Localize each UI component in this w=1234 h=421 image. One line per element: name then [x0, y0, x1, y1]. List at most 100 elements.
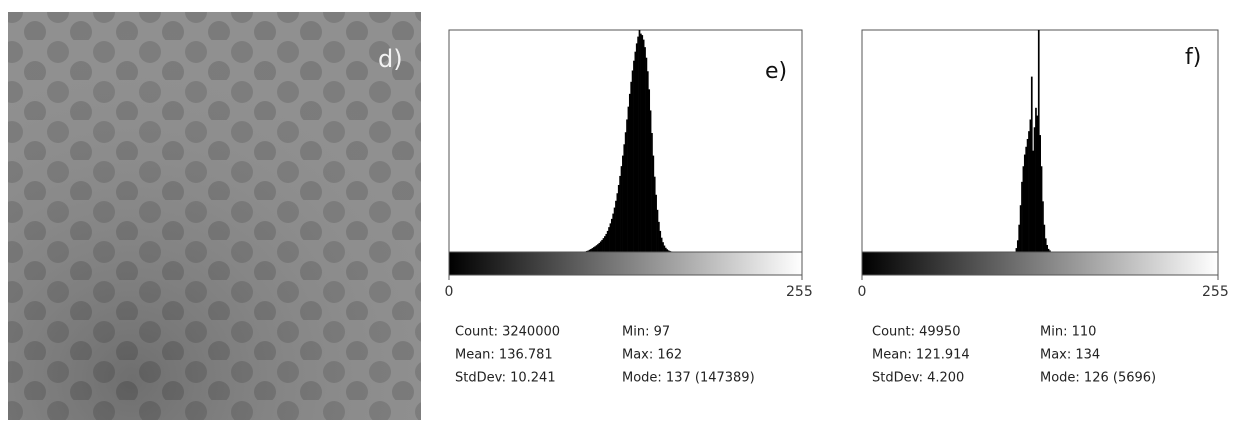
histogram-bar	[590, 248, 592, 252]
histogram-bar	[633, 60, 635, 253]
histogram-bar	[645, 57, 648, 252]
histogram-bar	[1019, 205, 1022, 252]
histogram-bar	[1029, 119, 1032, 252]
gray-ramp	[861, 251, 1219, 276]
histogram-bar	[586, 250, 588, 252]
histogram-bar	[1043, 224, 1046, 252]
histogram-bar	[1025, 146, 1028, 252]
statistic: Count: 3240000	[455, 325, 560, 340]
histogram-bar	[620, 166, 623, 252]
gray-ramp	[448, 251, 803, 276]
histogram-bar	[1016, 240, 1019, 252]
histogram-bar	[653, 176, 656, 252]
histogram-bar	[1022, 166, 1025, 252]
panel-label: d)	[378, 45, 403, 73]
histogram-bar	[616, 193, 619, 252]
histogram-bar	[1023, 154, 1026, 252]
histogram-bar	[627, 106, 630, 253]
statistic: Min: 110	[1040, 325, 1096, 340]
histogram-bar	[612, 213, 615, 252]
histogram-bar	[615, 200, 617, 252]
panel-label: e)	[765, 59, 787, 84]
histogram-bar	[617, 184, 620, 252]
statistic: Count: 49950	[872, 325, 960, 340]
histogram-bar	[641, 35, 644, 253]
histogram-bar	[1049, 250, 1051, 252]
histogram-bar	[663, 245, 666, 252]
histogram-bar	[623, 144, 626, 252]
histogram-bar	[604, 236, 606, 252]
x-tick-label: 0	[858, 284, 867, 300]
histogram-bar	[637, 36, 639, 252]
statistic: StdDev: 4.200	[872, 371, 964, 386]
histogram-bar	[630, 81, 633, 253]
histogram-bar	[640, 33, 642, 252]
histogram-bar	[638, 30, 641, 252]
histogram-bar	[634, 51, 637, 252]
statistic: Max: 134	[1040, 348, 1100, 363]
statistic: Mode: 126 (5696)	[1040, 371, 1156, 386]
micrograph-panel: d)	[8, 12, 421, 420]
histogram-bar	[594, 246, 597, 252]
histogram-bar	[1032, 150, 1035, 252]
histogram-bar	[655, 194, 657, 252]
histogram-bar	[597, 244, 599, 252]
histogram-bar	[664, 247, 667, 252]
histogram-bar	[598, 242, 601, 252]
histogram-bar	[667, 250, 670, 252]
histogram-bar	[1037, 30, 1040, 252]
histogram-bar	[591, 248, 594, 252]
histogram-bar	[595, 245, 598, 252]
histogram-bar	[649, 110, 652, 252]
x-tick-label: 255	[786, 284, 813, 300]
histogram-bar	[1047, 248, 1050, 252]
histogram-bar	[622, 155, 624, 252]
histogram-bar	[652, 155, 655, 252]
histogram-bar	[624, 132, 627, 252]
histogram-bar	[626, 119, 628, 253]
histogram-bar	[1033, 127, 1036, 252]
histogram-bar	[659, 230, 662, 252]
histogram-bar	[599, 241, 602, 252]
histogram-bar	[1015, 248, 1018, 252]
histogram-bar	[602, 238, 605, 252]
histogram-bar	[610, 218, 613, 252]
histogram-bar	[648, 89, 651, 252]
histogram-bar	[588, 249, 591, 252]
histogram-bar	[1040, 166, 1043, 252]
histogram-bar	[1039, 135, 1041, 252]
histogram-bar	[628, 93, 631, 253]
histogram-bar	[656, 209, 659, 252]
histogram-bar	[666, 249, 669, 252]
histogram-bar	[658, 221, 660, 252]
histogram-bar	[1030, 76, 1033, 252]
x-tick-label: 0	[445, 284, 454, 300]
histogram-bar	[662, 242, 664, 252]
histogram-bar	[631, 70, 634, 252]
statistic: StdDev: 10.241	[455, 371, 556, 386]
histogram-bar	[609, 223, 612, 252]
histogram-bar	[605, 233, 608, 252]
statistic: Mode: 137 (147389)	[622, 371, 755, 386]
histogram-bar	[644, 47, 646, 252]
statistic: Mean: 121.914	[872, 348, 970, 363]
histogram-bar	[613, 207, 616, 252]
histogram-bar	[608, 227, 610, 252]
panel-label: f)	[1185, 45, 1201, 70]
histogram-bar	[619, 175, 621, 252]
histogram-bar	[642, 39, 645, 252]
histogram-bar	[587, 250, 590, 252]
histogram-bar	[669, 250, 671, 252]
histogram-bar	[1018, 224, 1021, 252]
statistic: Mean: 136.781	[455, 348, 553, 363]
histogram-bar	[1026, 138, 1029, 252]
histogram-bar	[1028, 131, 1030, 252]
histogram-bar	[1046, 244, 1048, 252]
histogram-bar	[1044, 238, 1047, 252]
histogram-bar	[1036, 115, 1039, 252]
x-tick-label: 255	[1202, 284, 1229, 300]
histogram-bar	[1035, 107, 1037, 252]
statistic: Min: 97	[622, 325, 670, 340]
histogram-bar	[635, 43, 638, 252]
